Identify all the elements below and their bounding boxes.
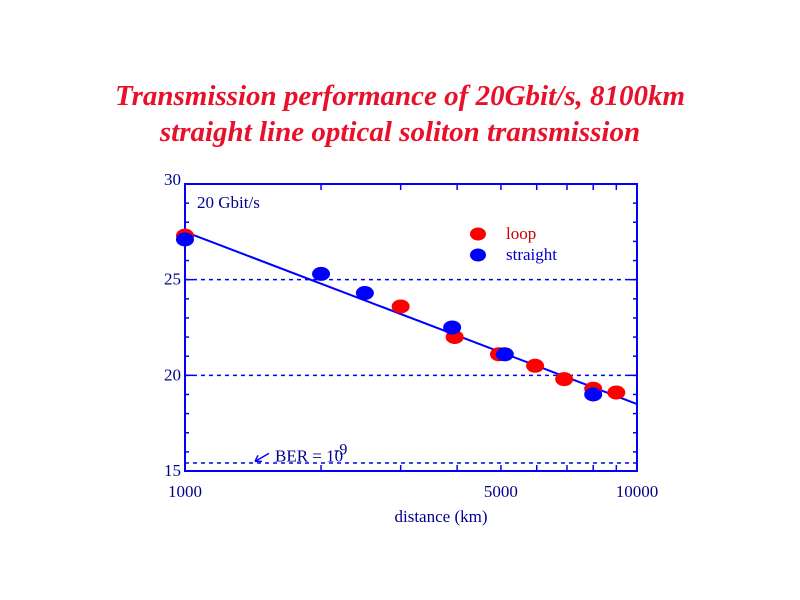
data-point-straight bbox=[312, 266, 331, 281]
rate-annotation: 20 Gbit/s bbox=[197, 193, 260, 212]
data-point-loop bbox=[391, 299, 410, 314]
legend: loop straight bbox=[470, 224, 557, 264]
legend-swatch-loop bbox=[470, 227, 486, 241]
x-tick-label: 1000 bbox=[168, 482, 202, 501]
legend-label-straight: straight bbox=[506, 245, 557, 264]
data-point-loop bbox=[607, 385, 626, 400]
y-tick-label: 25 bbox=[164, 270, 181, 289]
data-point-straight bbox=[355, 286, 374, 301]
chart-title-line-1: Transmission performance of 20Gbit/s, 81… bbox=[114, 80, 686, 112]
data-point-straight bbox=[176, 232, 194, 247]
ber-exponent: -9 bbox=[334, 441, 347, 458]
ber-annotation: BER = 10 -9 bbox=[254, 441, 347, 465]
tick-marks bbox=[184, 183, 638, 472]
data-point-straight bbox=[584, 387, 603, 402]
y-tick-label: 15 bbox=[164, 461, 181, 480]
ber-arrow-icon bbox=[254, 452, 270, 463]
y-tick-label: 30 bbox=[164, 170, 181, 189]
plot-frame bbox=[184, 183, 638, 472]
x-tick-label: 10000 bbox=[616, 482, 659, 501]
legend-label-loop: loop bbox=[506, 224, 536, 243]
data-point-straight bbox=[495, 347, 514, 362]
y-tick-label: 20 bbox=[164, 365, 181, 384]
grid-lines bbox=[185, 278, 637, 464]
data-point-straight bbox=[443, 320, 462, 335]
data-point-loop bbox=[526, 358, 545, 373]
ber-label: BER = 10 bbox=[275, 446, 343, 465]
x-axis-label: distance (km) bbox=[395, 507, 488, 526]
legend-swatch-straight bbox=[470, 248, 486, 262]
data-point-loop bbox=[555, 372, 574, 387]
tick-labels: 1000 5000 10000 15 20 25 30 bbox=[164, 170, 658, 501]
chart-title: Transmission performance of 20Gbit/s, 81… bbox=[0, 78, 800, 150]
chart-title-line-2: straight line optical soliton transmissi… bbox=[159, 116, 641, 148]
data-points bbox=[176, 228, 626, 402]
x-tick-label: 5000 bbox=[484, 482, 518, 501]
